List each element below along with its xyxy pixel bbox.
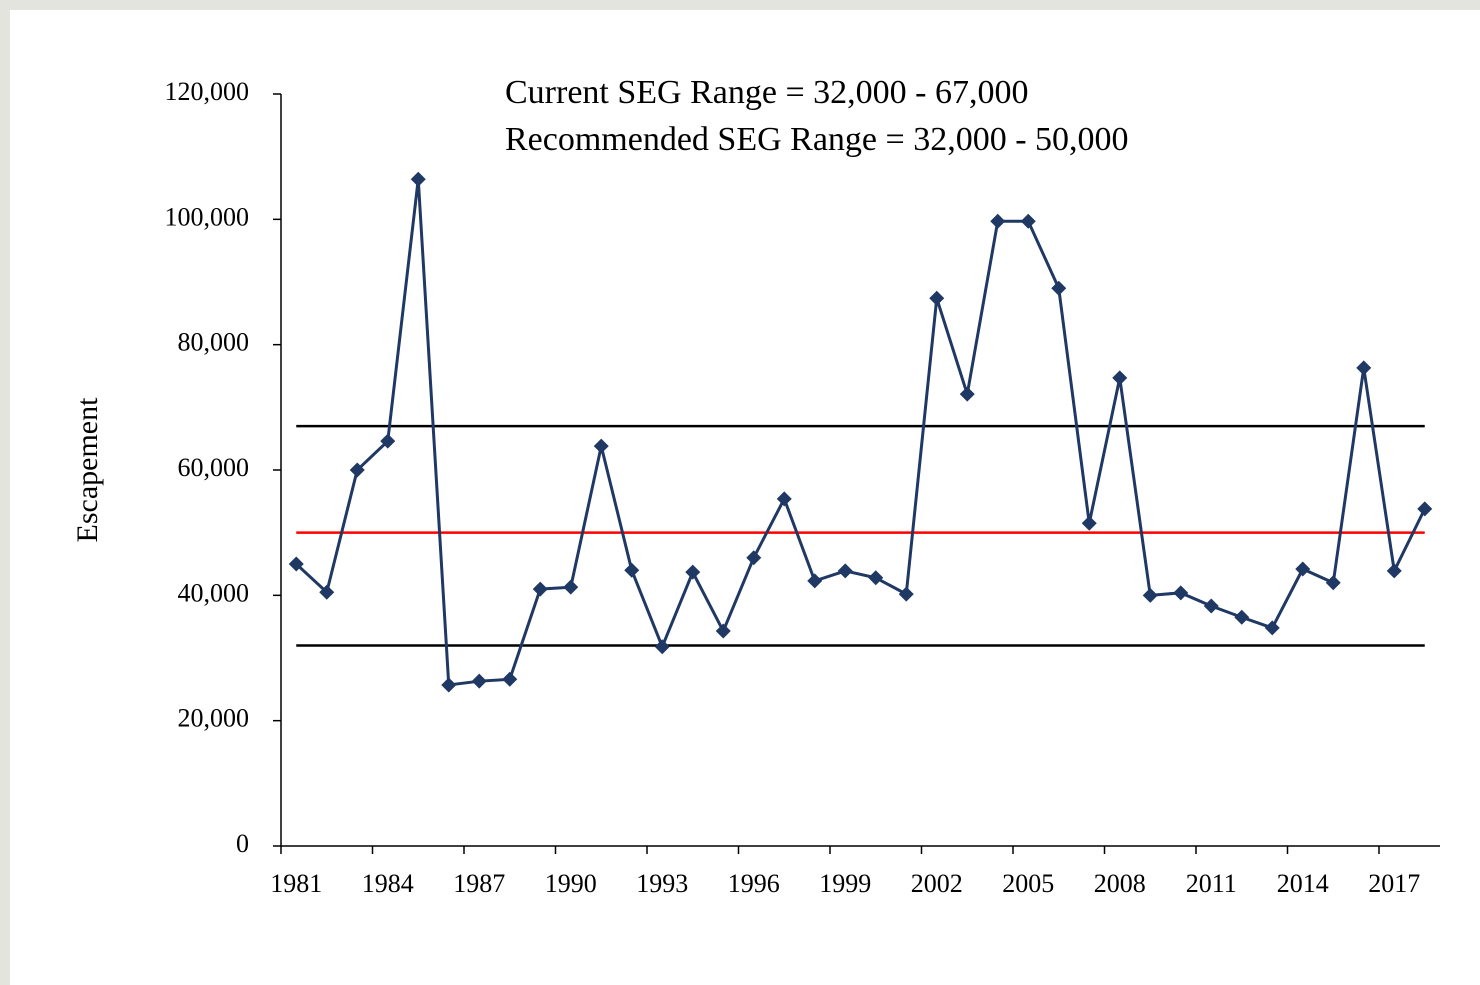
marker <box>685 564 701 580</box>
x-tick-label: 1990 <box>545 869 597 898</box>
chart-panel <box>10 10 1480 985</box>
y-tick-label: 120,000 <box>165 77 250 106</box>
marker <box>1051 280 1067 296</box>
y-tick-label: 40,000 <box>178 578 250 607</box>
marker <box>1295 561 1311 577</box>
x-tick-label: 1987 <box>453 869 505 898</box>
marker <box>288 556 304 572</box>
marker <box>1020 213 1036 229</box>
marker <box>990 213 1006 229</box>
marker <box>349 462 365 478</box>
marker <box>1112 370 1128 386</box>
marker <box>410 171 426 187</box>
x-tick-label: 1999 <box>819 869 871 898</box>
marker <box>868 570 884 586</box>
x-tick-label: 2017 <box>1368 869 1420 898</box>
marker <box>624 562 640 578</box>
marker <box>502 671 518 687</box>
marker <box>441 677 457 693</box>
x-tick-label: 1996 <box>728 869 780 898</box>
x-tick-label: 1993 <box>636 869 688 898</box>
marker <box>1081 515 1097 531</box>
marker <box>563 579 579 595</box>
y-tick-label: 20,000 <box>178 704 250 733</box>
y-tick-label: 80,000 <box>178 328 250 357</box>
marker <box>959 386 975 402</box>
marker <box>1325 575 1341 591</box>
marker <box>746 550 762 566</box>
marker <box>776 491 792 507</box>
marker <box>1142 587 1158 603</box>
marker <box>654 639 670 655</box>
x-tick-label: 2002 <box>911 869 963 898</box>
marker <box>837 563 853 579</box>
marker <box>593 438 609 454</box>
marker <box>898 586 914 602</box>
x-tick-label: 2005 <box>1002 869 1054 898</box>
marker <box>471 673 487 689</box>
x-tick-label: 2008 <box>1094 869 1146 898</box>
y-tick-label: 0 <box>236 829 249 858</box>
marker <box>532 581 548 597</box>
annotation: Current SEG Range = 32,000 - 67,000 <box>505 74 1028 111</box>
marker <box>929 290 945 306</box>
y-axis-label: Escapement <box>71 397 104 543</box>
x-tick-label: 2011 <box>1186 869 1237 898</box>
marker <box>1173 585 1189 601</box>
x-tick-label: 1981 <box>270 869 322 898</box>
marker <box>715 623 731 639</box>
marker <box>319 584 335 600</box>
x-tick-label: 2014 <box>1277 869 1329 898</box>
marker <box>807 573 823 589</box>
y-tick-label: 60,000 <box>178 453 250 482</box>
marker <box>1356 360 1372 376</box>
annotation: Recommended SEG Range = 32,000 - 50,000 <box>505 121 1129 158</box>
marker <box>1264 620 1280 636</box>
marker <box>1234 609 1250 625</box>
x-tick-label: 1984 <box>362 869 414 898</box>
marker <box>380 433 396 449</box>
marker <box>1417 501 1433 517</box>
y-tick-label: 100,000 <box>165 202 250 231</box>
marker <box>1203 598 1219 614</box>
marker <box>1386 563 1402 579</box>
